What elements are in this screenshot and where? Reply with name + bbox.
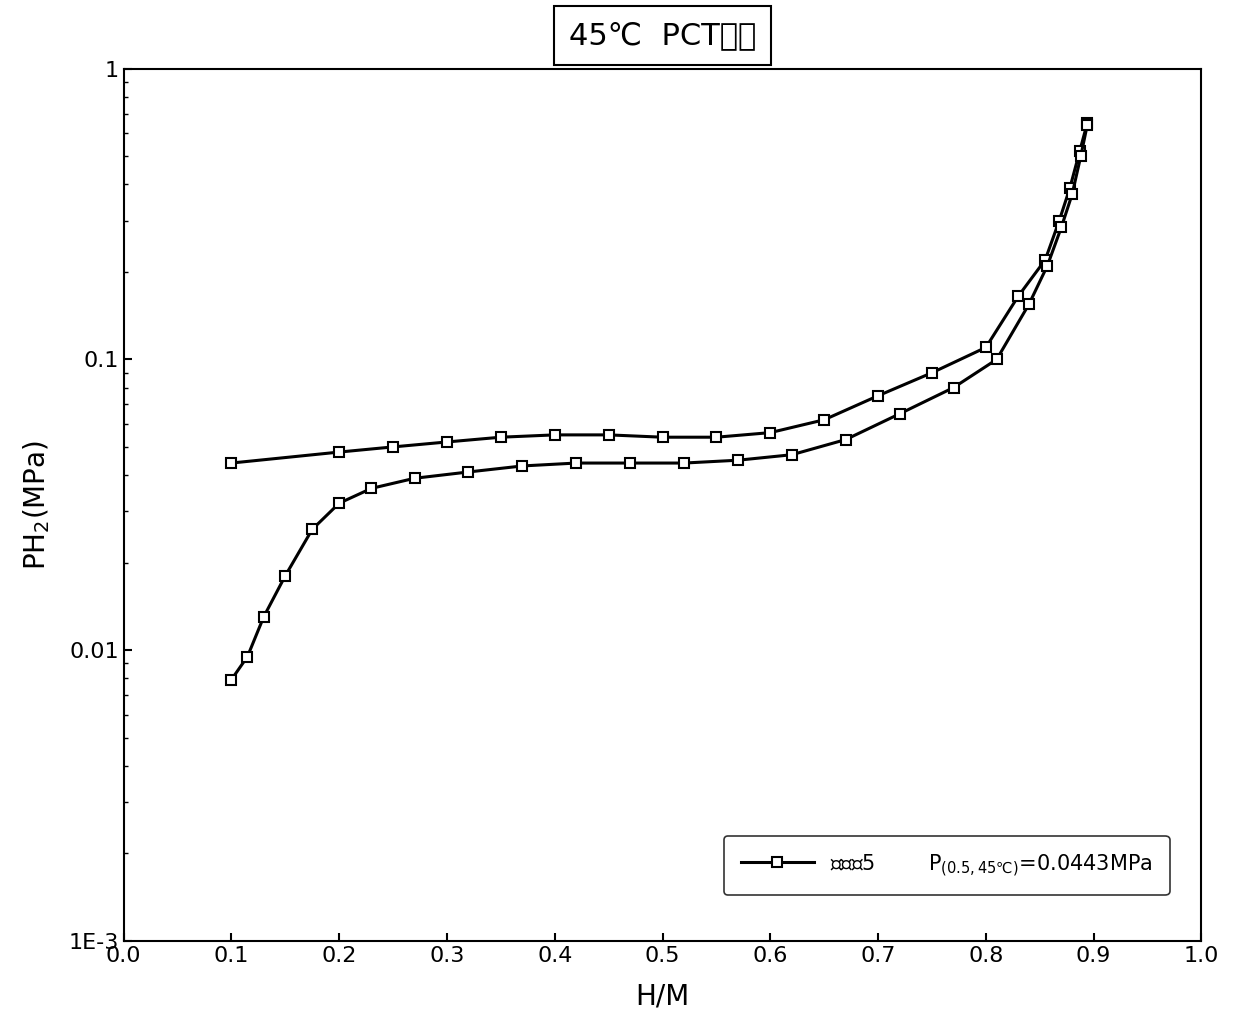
Y-axis label: PH$_2$(MPa): PH$_2$(MPa) [21,440,52,570]
Title: 45℃  PCT曲线: 45℃ PCT曲线 [569,21,756,49]
X-axis label: H/M: H/M [635,983,689,1010]
Legend: 实施例5        P$_{(0.5,45℃)}$=0.0443MPa: 实施例5 P$_{(0.5,45℃)}$=0.0443MPa [724,835,1169,895]
